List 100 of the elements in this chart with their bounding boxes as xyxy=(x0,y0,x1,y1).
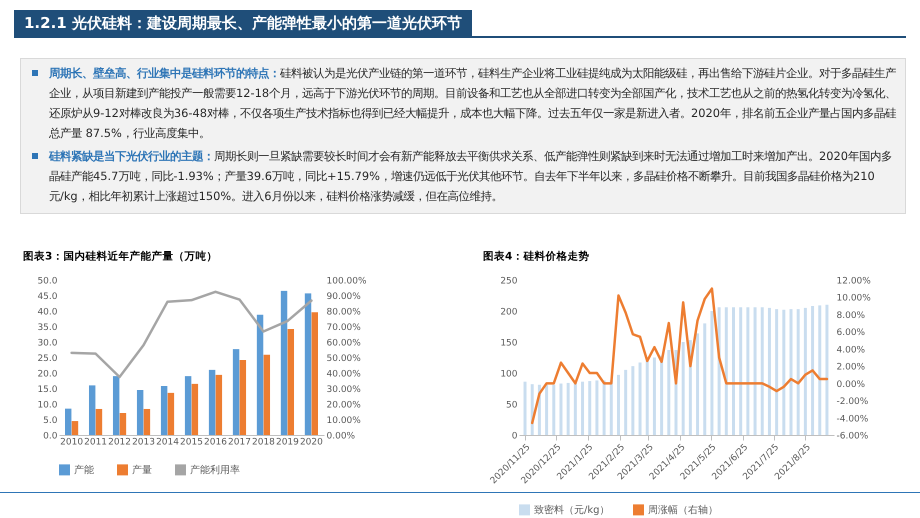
x-tick-label: 2012 xyxy=(108,438,132,448)
bar xyxy=(696,333,700,435)
bar xyxy=(588,381,592,435)
y2-tick-label: 20.00% xyxy=(326,400,362,410)
y2-tick-label: 8.00% xyxy=(836,310,866,321)
y-tick-label: 0.0 xyxy=(43,432,58,442)
y2-tick-label: -2.00% xyxy=(836,397,869,408)
bar xyxy=(667,350,670,435)
bar xyxy=(825,304,828,435)
bar xyxy=(581,382,584,435)
x-tick-label: 2015 xyxy=(180,438,203,448)
legend-label: 产量 xyxy=(132,464,152,476)
bar xyxy=(552,384,556,435)
y-tick-label: 25.0 xyxy=(37,354,58,364)
bar xyxy=(768,308,771,435)
bar xyxy=(811,306,814,435)
y-tick-label: 35.0 xyxy=(37,323,58,333)
y2-tick-label: 60.00% xyxy=(326,338,362,348)
line-series xyxy=(530,287,828,424)
bar xyxy=(160,386,168,435)
y2-tick-label: 50.00% xyxy=(326,354,362,364)
y-tick-label: 15.0 xyxy=(37,385,58,395)
bar xyxy=(782,310,786,435)
bar xyxy=(775,309,778,435)
bar xyxy=(710,311,714,435)
bar xyxy=(208,370,216,435)
bar xyxy=(264,354,270,435)
bar xyxy=(96,408,102,435)
x-tick-label: 2011 xyxy=(84,438,108,448)
legend-label: 产能 xyxy=(74,464,94,476)
legend-label: 周涨幅（右轴） xyxy=(648,504,718,516)
y-tick-label: 100 xyxy=(500,370,518,380)
bar xyxy=(703,323,706,435)
bar xyxy=(796,309,800,435)
bar xyxy=(216,374,222,435)
bar xyxy=(746,307,750,435)
bar xyxy=(559,384,562,435)
y2-tick-label: 6.00% xyxy=(836,328,866,338)
bar xyxy=(610,380,613,435)
x-tick-label: 2020 xyxy=(300,438,324,448)
bar xyxy=(754,307,757,435)
bar xyxy=(595,380,598,435)
bar xyxy=(256,314,264,435)
bar xyxy=(602,380,606,435)
bar xyxy=(790,309,793,435)
bar xyxy=(524,382,527,435)
bar xyxy=(545,384,548,435)
bar xyxy=(64,408,72,435)
x-tick-label: 2019 xyxy=(276,438,300,448)
bar xyxy=(646,360,649,435)
y-tick-label: 50 xyxy=(506,400,518,410)
bar xyxy=(566,382,570,435)
bar xyxy=(120,412,126,435)
y2-tick-label: 80.00% xyxy=(326,308,362,318)
y-tick-label: 200 xyxy=(500,308,518,318)
bar xyxy=(168,392,174,435)
y-tick-label: 45.0 xyxy=(37,292,58,302)
y2-tick-label: -6.00% xyxy=(836,432,869,442)
y2-tick-label: 30.00% xyxy=(326,385,362,395)
bar xyxy=(624,370,628,435)
y2-tick-label: 12.00% xyxy=(836,276,872,286)
y2-tick-label: 90.00% xyxy=(326,292,362,302)
text: 硅料紧缺是当下光伏行业的主题： xyxy=(49,149,214,163)
y2-tick-label: 0.00% xyxy=(836,380,866,390)
bar xyxy=(184,376,192,435)
y2-tick-label: 70.00% xyxy=(326,323,362,333)
y-tick-label: 20.0 xyxy=(37,370,58,380)
chart-title: 图表3：国内硅料近年产能产量（万吨） xyxy=(23,250,218,262)
y2-tick-label: 2.00% xyxy=(836,362,866,373)
bar xyxy=(616,374,620,435)
y-tick-label: 30.0 xyxy=(37,338,58,348)
bar xyxy=(732,307,735,435)
text: 周期长、壁垒高、行业集中是硅料环节的特点： xyxy=(49,66,280,80)
bar xyxy=(312,312,318,435)
line-series xyxy=(70,290,313,378)
y2-tick-label: 40.00% xyxy=(326,370,362,380)
y2-tick-label: 4.00% xyxy=(836,345,866,356)
legend-label: 致密料（元/kg） xyxy=(534,504,610,516)
y-tick-label: 40.0 xyxy=(37,308,58,318)
y2-tick-label: 100.00% xyxy=(326,276,367,286)
y2-tick-label: 10.00% xyxy=(836,294,872,304)
x-tick-label: 2016 xyxy=(204,438,228,448)
y2-tick-label: 10.00% xyxy=(326,416,362,426)
x-tick-label: 2018 xyxy=(252,438,276,448)
x-tick-label: 2013 xyxy=(132,438,155,448)
bar xyxy=(530,384,534,435)
bar xyxy=(724,307,728,435)
bar xyxy=(240,360,246,435)
bar xyxy=(818,305,822,435)
bar xyxy=(288,328,294,435)
bar xyxy=(304,293,312,435)
text: 1.2.1 光伏硅料：建设周期最长、产能弹性最小的第一道光伏环节 xyxy=(14,10,472,36)
bar xyxy=(72,421,78,435)
bar xyxy=(739,307,742,435)
y-tick-label: 250 xyxy=(500,276,518,286)
bar xyxy=(652,358,656,435)
bar xyxy=(232,349,240,435)
bar xyxy=(631,366,634,435)
bar xyxy=(112,376,120,435)
y-tick-label: 5.0 xyxy=(43,416,58,426)
